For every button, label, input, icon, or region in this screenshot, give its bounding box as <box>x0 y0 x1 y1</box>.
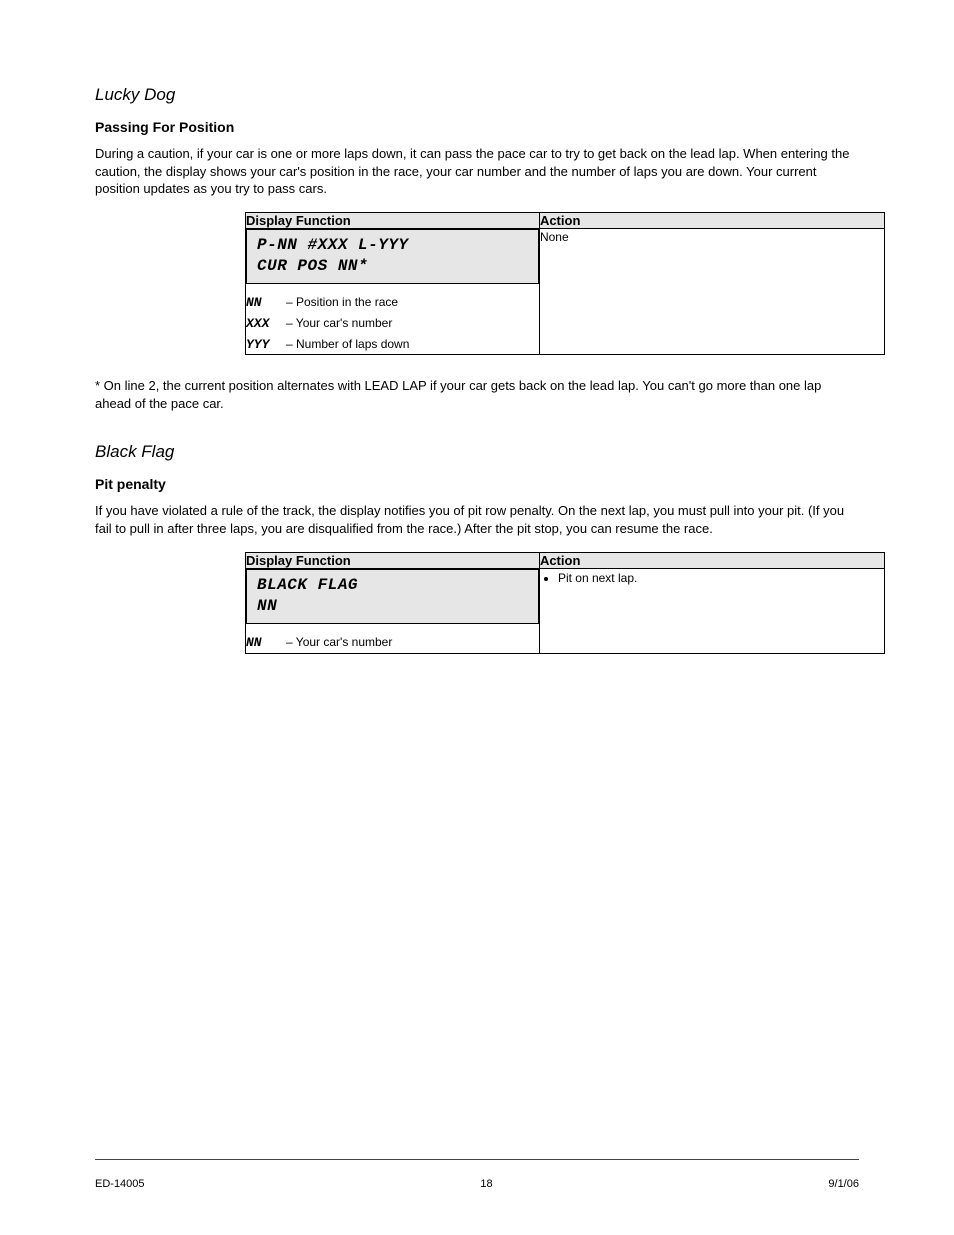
action-text: None <box>540 229 884 246</box>
section-title-black-flag: Black Flag <box>95 442 859 462</box>
table-header-action: Action <box>539 212 884 228</box>
page-footer: ED-14005 18 9/1/06 <box>95 1178 859 1190</box>
footer-page-number: 18 <box>480 1178 492 1190</box>
table-header-display: Display Function <box>246 552 540 568</box>
legend-text: – Position in the race <box>286 294 398 311</box>
legend-row: XXX – Your car's number <box>246 315 539 334</box>
black-flag-intro: If you have violated a rule of the track… <box>95 502 859 537</box>
lucky-dog-table: Display Function Action P-NN #XXX L-YYY … <box>245 212 885 356</box>
action-list-item: Pit on next lap. <box>558 569 884 587</box>
black-flag-table: Display Function Action BLACK FLAG NN NN… <box>245 552 885 654</box>
lucky-dog-intro: During a caution, if your car is one or … <box>95 145 859 198</box>
document-page: Lucky Dog Passing For Position During a … <box>0 0 954 1235</box>
lucky-dog-outro: * On line 2, the current position altern… <box>95 377 859 412</box>
footer-divider <box>95 1159 859 1160</box>
legend-text: – Number of laps down <box>286 336 409 353</box>
table-header-display: Display Function <box>246 212 540 228</box>
legend-code: NN <box>246 634 280 653</box>
action-list: Pit on next lap. <box>540 569 884 587</box>
legend-row: NN – Position in the race <box>246 294 539 313</box>
lcd-line: NN <box>257 596 528 618</box>
section-subtitle-pit-penalty: Pit penalty <box>95 476 859 492</box>
legend-code: XXX <box>246 315 280 334</box>
lcd-line: BLACK FLAG <box>257 575 528 597</box>
legend-code: YYY <box>246 336 280 355</box>
section-subtitle-passing: Passing For Position <box>95 119 859 135</box>
legend-text: – Your car's number <box>286 315 392 332</box>
table-header-action: Action <box>539 552 884 568</box>
lcd-display-black-flag: BLACK FLAG NN <box>246 569 539 624</box>
lcd-display-lucky-dog: P-NN #XXX L-YYY CUR POS NN* <box>246 229 539 284</box>
lcd-line: P-NN #XXX L-YYY <box>257 235 528 257</box>
legend-row: NN – Your car's number <box>246 634 539 653</box>
section-title-lucky-dog: Lucky Dog <box>95 85 859 105</box>
legend-code: NN <box>246 294 280 313</box>
footer-date: 9/1/06 <box>828 1178 859 1190</box>
lcd-line: CUR POS NN* <box>257 256 528 278</box>
footer-doc-id: ED-14005 <box>95 1178 145 1190</box>
legend-row: YYY – Number of laps down <box>246 336 539 355</box>
legend-text: – Your car's number <box>286 634 392 651</box>
